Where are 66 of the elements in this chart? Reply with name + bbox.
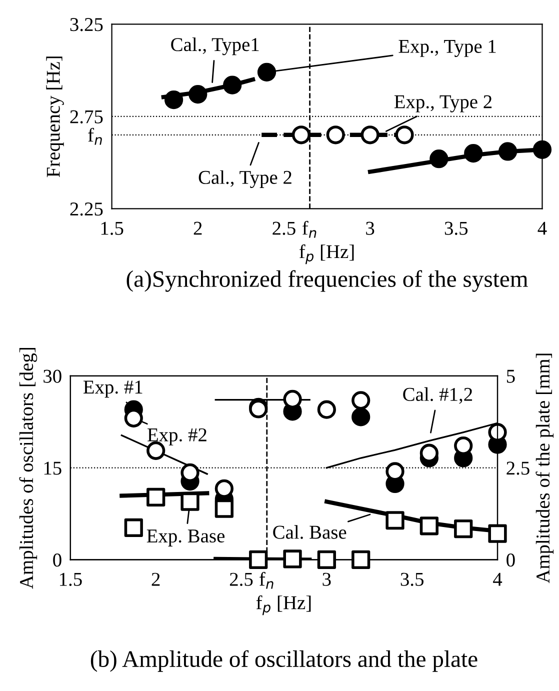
point	[146, 488, 166, 507]
point	[464, 144, 483, 163]
y2-tick-label: 0	[506, 554, 515, 567]
x-tick-label: 3	[322, 572, 331, 586]
point	[352, 391, 370, 410]
text: (b) Amplitude of oscillators and the plate	[90, 650, 478, 672]
x-tick-label: 3.5	[400, 572, 424, 586]
x-axis-title: f$_{p}$ [Hz]	[256, 595, 311, 616]
point	[124, 518, 143, 538]
point	[420, 516, 438, 536]
x-tick-label: f$_{n}$	[260, 572, 274, 589]
y-tick-label: 0	[53, 554, 62, 567]
y2-axis-title: Amplitudes of the plate [mm]	[536, 354, 554, 584]
annotation: Cal., Type1	[171, 37, 259, 56]
x-tick-label: 2	[152, 572, 160, 586]
y-tick-label: 2.75	[70, 110, 103, 124]
x-tick-label: 1.5	[60, 572, 82, 586]
point	[454, 520, 473, 538]
text: (a)Synchronized frequencies of the system	[126, 270, 528, 292]
y-tick-label: 15	[44, 462, 62, 475]
annotation: Exp. #1	[83, 380, 142, 398]
point	[430, 150, 448, 168]
x-tick-label: 2.5	[230, 572, 253, 586]
x-axis-title: f$_{p}$ [Hz]	[299, 244, 354, 264]
point	[317, 550, 336, 570]
annotation: Exp., Type 2	[394, 95, 492, 112]
x-tick-label: 3	[366, 222, 374, 235]
x-tick-label: 2.5	[272, 222, 296, 235]
point	[317, 400, 336, 419]
point	[360, 126, 380, 144]
y2-tick-label: 2.5	[506, 462, 530, 475]
annotation: Cal., Type 2	[198, 170, 292, 188]
point	[283, 550, 302, 568]
point	[352, 550, 370, 570]
point	[352, 408, 370, 426]
y-tick-label: 3.25	[70, 18, 103, 32]
annotation: Cal. #1,2	[403, 387, 472, 404]
annotation: Exp. #2	[148, 428, 206, 446]
annotation: Exp. Base	[146, 530, 224, 546]
point	[532, 140, 552, 159]
x-tick-label: 4	[493, 572, 502, 586]
point	[326, 126, 345, 144]
point	[188, 84, 208, 104]
point	[257, 62, 276, 82]
y-tick-label: 30	[44, 370, 62, 383]
x-tick-label: 4	[538, 222, 547, 235]
y-tick-label: f$_{n}$	[88, 128, 102, 145]
x-tick-label: 2	[194, 222, 202, 235]
point	[214, 499, 234, 518]
y-axis-title: Amplitudes of oscillators [deg]	[19, 348, 38, 589]
point	[488, 524, 507, 543]
point	[395, 126, 414, 144]
annotation: Cal. Base	[273, 525, 346, 539]
y-tick-label: 2.25	[70, 202, 103, 216]
x-tick-label: f$_{n}$	[302, 220, 316, 238]
y2-tick-label: 5	[506, 370, 515, 383]
point	[223, 76, 242, 94]
point	[386, 511, 404, 530]
x-tick-label: 3.5	[444, 222, 468, 235]
point	[498, 142, 518, 161]
y-axis-title: Frequency [Hz]	[46, 56, 64, 178]
point	[164, 90, 184, 110]
point	[249, 550, 268, 570]
x-tick-label: 1.5	[101, 222, 124, 235]
point	[292, 126, 310, 144]
annotation: Exp., Type 1	[398, 40, 496, 57]
